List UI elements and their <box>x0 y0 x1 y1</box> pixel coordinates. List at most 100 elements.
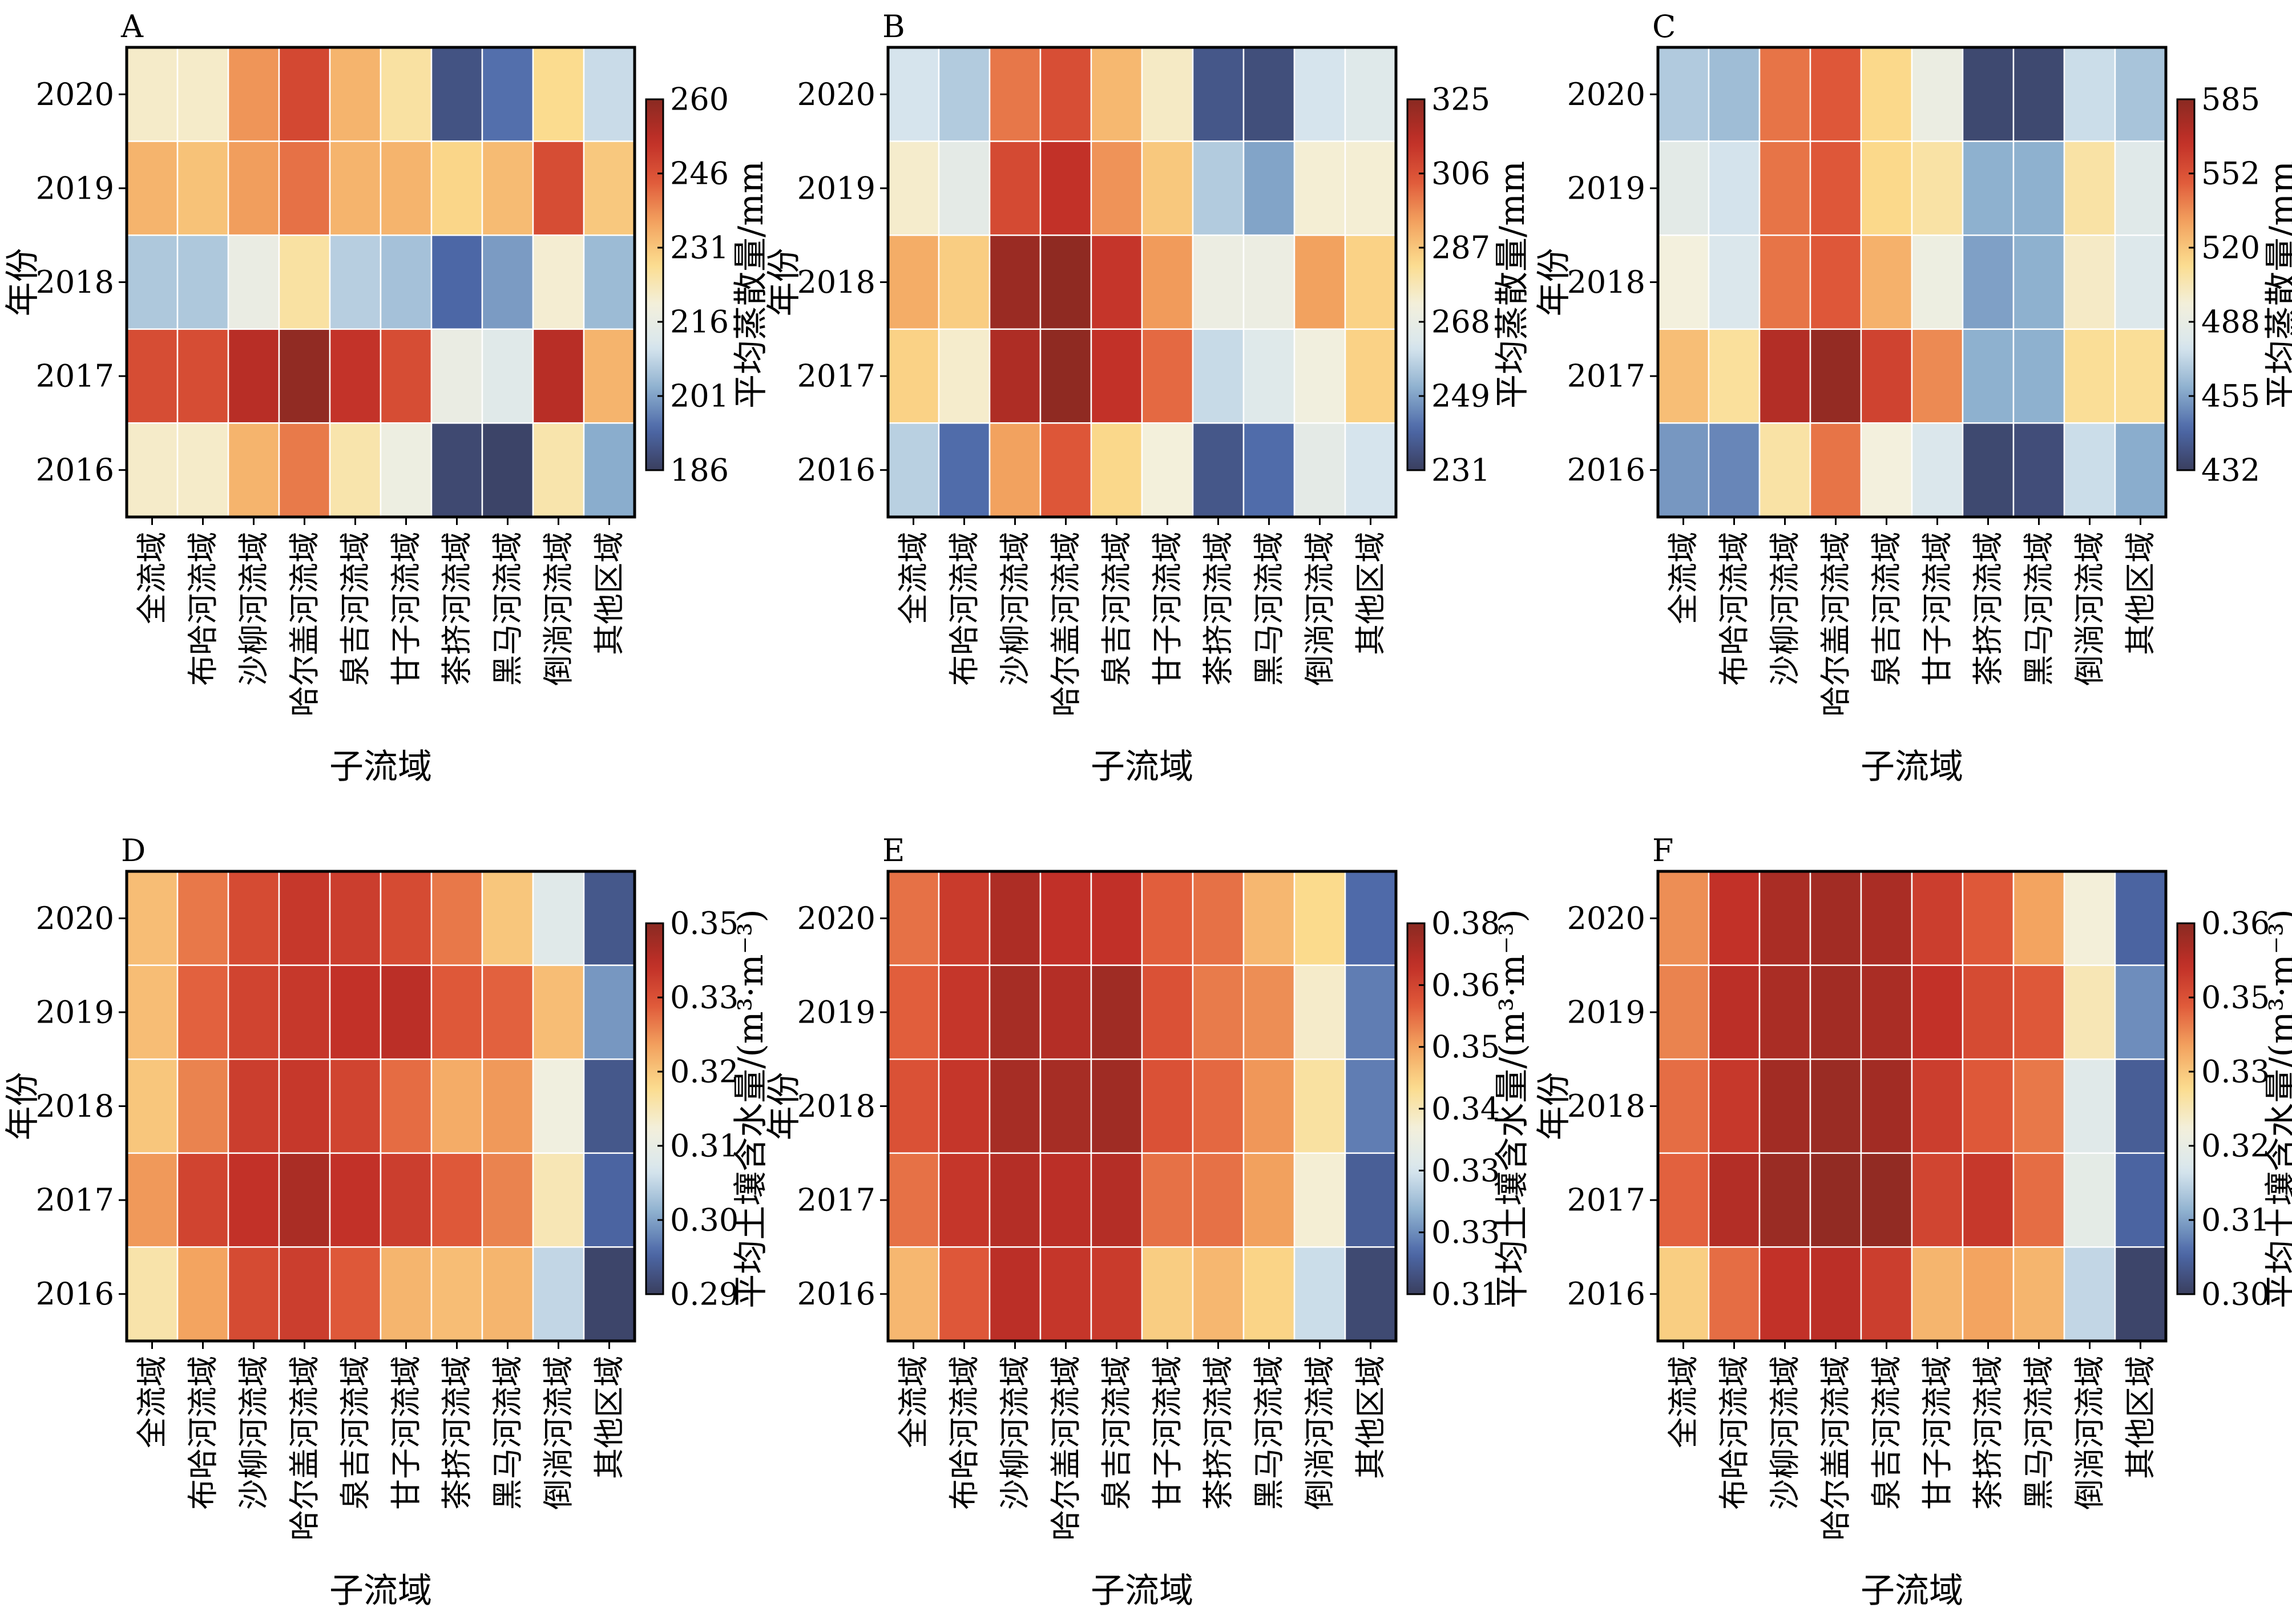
heatmap-cell <box>1141 234 1194 330</box>
heatmap-cell <box>532 1058 585 1154</box>
heatmap-cell <box>1141 1058 1194 1154</box>
heatmap-cell <box>1911 422 1964 518</box>
x-tick-label: 黑马河流域 <box>1251 532 1287 686</box>
x-tick-label: 倒淌河流域 <box>2072 532 2108 686</box>
heatmap-cell <box>430 46 483 142</box>
y-tick-label: 2018 <box>36 264 114 300</box>
heatmap-cell <box>1344 1246 1397 1342</box>
heatmap-cell <box>1911 1058 1964 1154</box>
panel-letter: A <box>120 9 144 45</box>
heatmap-cell <box>329 140 382 236</box>
heatmap-cell <box>2012 234 2065 330</box>
heatmap-cell <box>1708 234 1761 330</box>
x-tick-label: 其他区域 <box>2122 532 2158 655</box>
heatmap-cell <box>1962 1246 2015 1342</box>
heatmap-cell <box>1090 140 1143 236</box>
heatmap-cell <box>329 1246 382 1342</box>
heatmap-cell <box>481 328 534 424</box>
heatmap-cell <box>2012 140 2065 236</box>
heatmap-cell <box>1911 234 1964 330</box>
heatmap-cell <box>1293 1058 1346 1154</box>
heatmap-cell <box>481 422 534 518</box>
heatmap-cell <box>1657 422 1710 518</box>
colorbar-tick-label: 0.36 <box>2201 906 2270 942</box>
heatmap-cell <box>430 1246 483 1342</box>
heatmap-cell <box>1962 1152 2015 1248</box>
x-tick-label: 哈尔盖河流域 <box>286 532 322 717</box>
x-tick-label: 甘子河流域 <box>388 1356 424 1510</box>
heatmap-cell <box>938 234 991 330</box>
colorbar-tick-label: 0.32 <box>2201 1128 2270 1164</box>
heatmap-cell <box>2012 870 2065 966</box>
heatmap-cell <box>1708 422 1761 518</box>
heatmap-cell <box>1708 870 1761 966</box>
heatmap-cell <box>887 870 940 966</box>
y-tick-label: 2019 <box>797 994 875 1030</box>
heatmap-cell <box>988 1246 1042 1342</box>
x-tick-label: 甘子河流域 <box>388 532 424 686</box>
colorbar-tick-label: 432 <box>2201 453 2260 488</box>
colorbar-tick-label: 0.30 <box>2201 1276 2270 1312</box>
heatmap-cell <box>887 1058 940 1154</box>
heatmap-cell <box>1809 1152 1862 1248</box>
heatmap-cell <box>227 964 280 1060</box>
heatmap-cell <box>1809 964 1862 1060</box>
heatmap-cell <box>1758 422 1811 518</box>
heatmap-cell <box>1911 870 1964 966</box>
heatmap-cell <box>583 1246 636 1342</box>
colorbar <box>1406 98 1426 471</box>
colorbar-tick-label: 488 <box>2201 304 2260 340</box>
x-tick-label: 茶挤河流域 <box>1200 532 1236 686</box>
x-tick-label: 黑马河流域 <box>2021 532 2057 686</box>
heatmap-cell <box>532 46 585 142</box>
heatmap-cell <box>430 1058 483 1154</box>
heatmap-cell <box>1192 328 1245 424</box>
heatmap-cell <box>1344 964 1397 1060</box>
heatmap-cell <box>1657 1246 1710 1342</box>
x-tick-label: 茶挤河流域 <box>1970 532 2006 686</box>
heatmap-cell <box>2114 328 2167 424</box>
colorbar-tick-label: 0.35 <box>670 906 739 942</box>
heatmap-cell <box>1962 964 2015 1060</box>
heatmap-cell <box>1911 1246 1964 1342</box>
y-tick-label: 2019 <box>1567 170 1645 206</box>
colorbar-tick-label: 0.33 <box>1431 1214 1500 1250</box>
heatmap-cell <box>126 140 179 236</box>
heatmap-cell <box>938 46 991 142</box>
x-tick-label: 哈尔盖河流域 <box>1048 1356 1084 1541</box>
panel-letter: B <box>882 9 905 45</box>
heatmap-cell <box>1141 1152 1194 1248</box>
heatmap-cell <box>1192 1058 1245 1154</box>
x-tick-label: 泉吉河流域 <box>1099 1356 1135 1510</box>
colorbar-tick-label: 0.31 <box>670 1128 739 1164</box>
heatmap-cell <box>278 234 331 330</box>
heatmap-cell <box>887 46 940 142</box>
x-tick-label: 倒淌河流域 <box>1302 532 1338 686</box>
heatmap-cell <box>329 46 382 142</box>
colorbar-tick-label: 552 <box>2201 156 2260 192</box>
heatmap-cell <box>1758 1152 1811 1248</box>
heatmap-cell <box>126 870 179 966</box>
x-tick-label: 布哈河流域 <box>185 1356 221 1510</box>
heatmap-cell <box>1090 1246 1143 1342</box>
colorbar-label: 平均土壤含水量/(m³·m⁻³) <box>731 909 771 1308</box>
heatmap-cell <box>988 964 1042 1060</box>
heatmap-cell <box>1657 140 1710 236</box>
y-tick-label: 2017 <box>36 1182 114 1218</box>
colorbar-tick-label: 246 <box>670 156 729 192</box>
y-tick-label: 2017 <box>797 358 875 394</box>
heatmap-cell <box>1809 46 1862 142</box>
heatmap-cell <box>1758 870 1811 966</box>
colorbar-tick-label: 0.33 <box>1431 1153 1500 1189</box>
heatmap-cell <box>2114 140 2167 236</box>
heatmap-cell <box>1809 1058 1862 1154</box>
heatmap-cell <box>2114 1058 2167 1154</box>
heatmap-cell <box>1293 964 1346 1060</box>
colorbar-tick-label: 287 <box>1431 230 1490 266</box>
heatmap-cell <box>1657 234 1710 330</box>
heatmap-cell <box>1758 234 1811 330</box>
heatmap-cell <box>227 1152 280 1248</box>
heatmap-cell <box>2063 46 2116 142</box>
heatmap-cell <box>1090 1152 1143 1248</box>
